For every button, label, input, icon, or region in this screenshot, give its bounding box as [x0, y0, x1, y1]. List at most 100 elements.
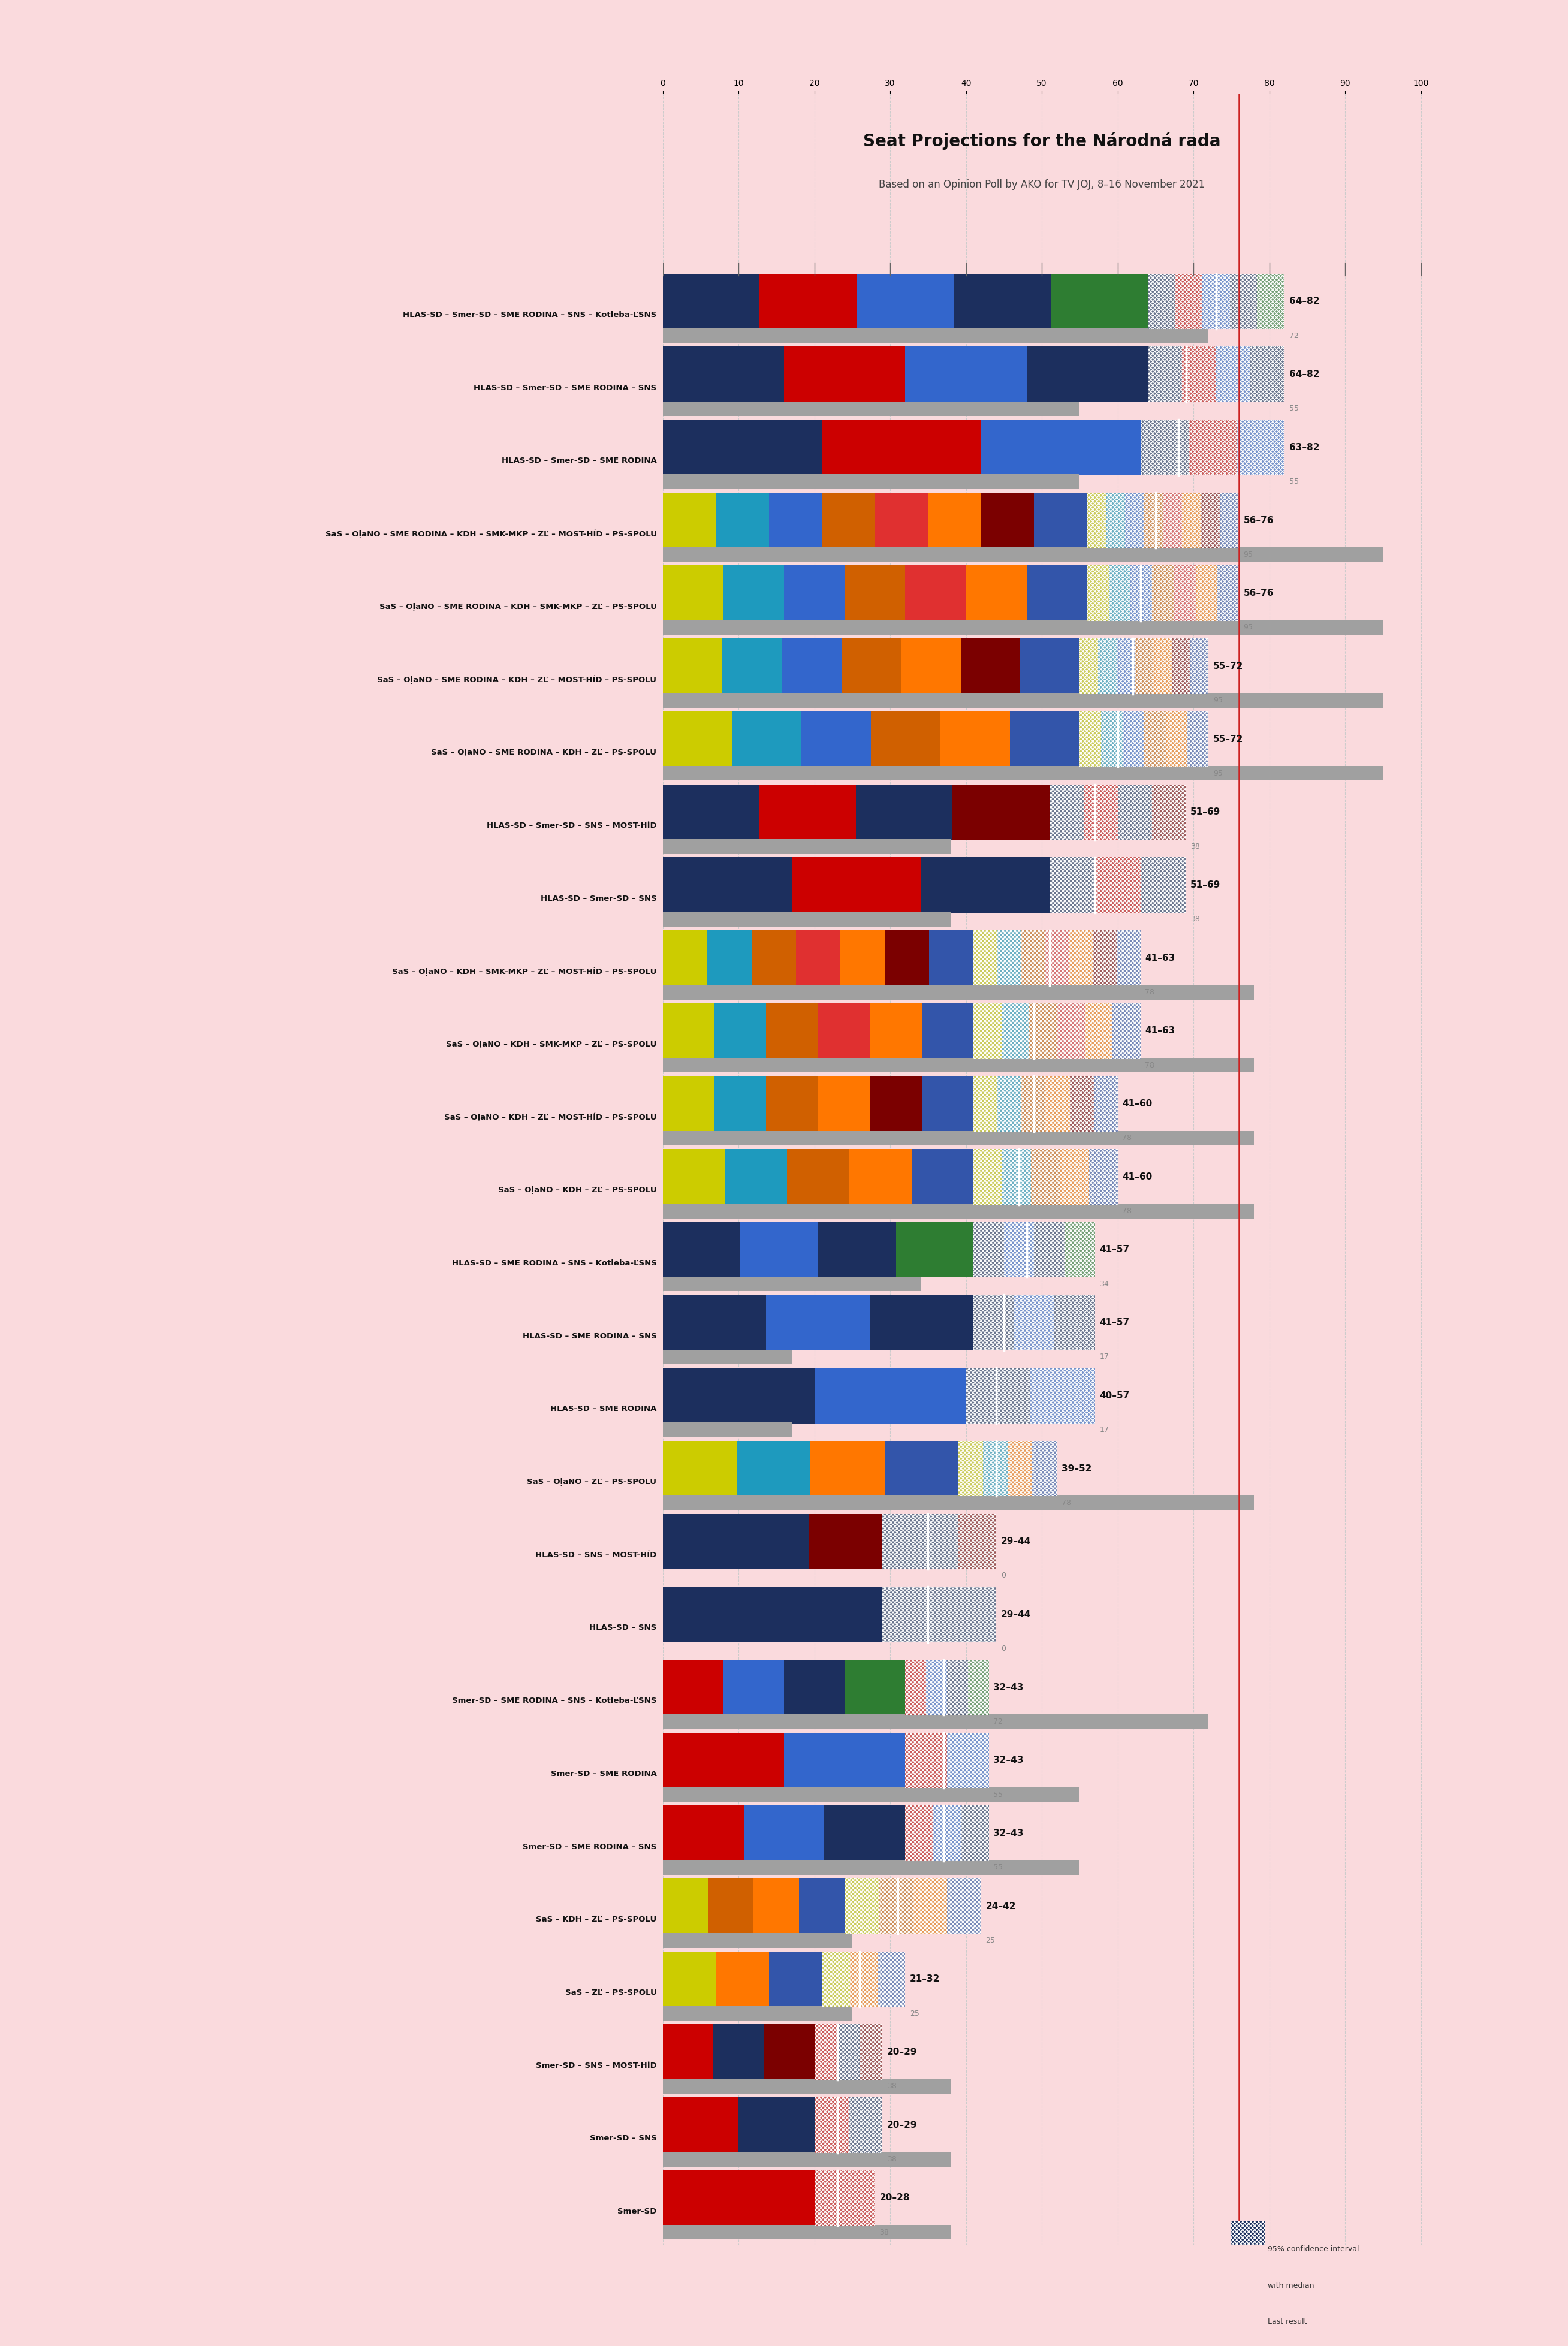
Bar — [663, 1806, 743, 1860]
Bar — [760, 274, 856, 328]
Bar — [1049, 784, 1185, 840]
Bar — [663, 474, 1080, 488]
Bar — [905, 1734, 989, 1788]
Bar — [922, 1004, 974, 1058]
Bar — [663, 274, 760, 328]
Bar — [663, 2224, 950, 2240]
Text: 51–69: 51–69 — [1190, 880, 1220, 889]
Text: HLAS-SD – SNS: HLAS-SD – SNS — [590, 1623, 657, 1633]
Bar — [848, 2097, 883, 2154]
Bar — [1098, 638, 1116, 694]
Bar — [1163, 493, 1182, 549]
Bar — [1148, 274, 1176, 328]
Bar — [663, 565, 1239, 622]
Bar — [840, 931, 884, 985]
Bar — [842, 638, 902, 694]
Bar — [1060, 1150, 1088, 1203]
Bar — [974, 1222, 1004, 1279]
Bar — [663, 1440, 1057, 1497]
Bar — [927, 1659, 947, 1715]
Text: 38: 38 — [887, 2156, 897, 2163]
Bar — [1088, 1150, 1118, 1203]
Bar — [801, 711, 872, 767]
Bar — [1087, 493, 1107, 549]
Bar — [878, 1952, 905, 2006]
Bar — [1035, 1222, 1065, 1279]
Bar — [739, 2097, 814, 2154]
Bar — [1196, 565, 1217, 622]
Text: Smer-SD – SME RODINA – SNS – Kotleba-ĽSNS: Smer-SD – SME RODINA – SNS – Kotleba-ĽSN… — [452, 1696, 657, 1706]
Bar — [715, 1077, 767, 1131]
Text: 95: 95 — [1243, 551, 1253, 558]
Bar — [905, 1806, 989, 1860]
Bar — [663, 274, 1284, 328]
Bar — [966, 1368, 1094, 1424]
Bar — [663, 1586, 773, 1642]
Text: HLAS-SD – SNS – MOST-HÍD: HLAS-SD – SNS – MOST-HÍD — [535, 1551, 657, 1558]
Text: SaS – KDH – ZĽ – PS-SPOLU: SaS – KDH – ZĽ – PS-SPOLU — [536, 1917, 657, 1924]
Bar — [1054, 1295, 1094, 1351]
Bar — [663, 347, 784, 401]
Bar — [784, 347, 905, 401]
Bar — [1229, 274, 1258, 328]
Bar — [958, 1440, 983, 1497]
Bar — [814, 2170, 875, 2226]
Bar — [1237, 420, 1284, 476]
Bar — [732, 711, 801, 767]
Bar — [1258, 274, 1284, 328]
Bar — [663, 1150, 724, 1203]
Bar — [723, 638, 782, 694]
Bar — [663, 1513, 735, 1569]
Bar — [953, 784, 1049, 840]
Bar — [920, 1513, 958, 1569]
Bar — [1069, 931, 1093, 985]
Bar — [913, 1879, 947, 1933]
Bar — [663, 1734, 989, 1788]
Bar — [1201, 493, 1220, 549]
Bar — [663, 856, 792, 913]
Bar — [663, 1368, 814, 1424]
Bar — [1231, 2222, 1265, 2276]
Bar — [1220, 493, 1239, 549]
Bar — [870, 1295, 974, 1351]
Bar — [1069, 1077, 1093, 1131]
Text: SaS – OļaNO – ZĽ – PS-SPOLU: SaS – OļaNO – ZĽ – PS-SPOLU — [527, 1478, 657, 1485]
Text: 55: 55 — [993, 1863, 1004, 1872]
Bar — [920, 856, 1049, 913]
Bar — [974, 1004, 1002, 1058]
Bar — [1057, 1004, 1085, 1058]
Text: 38: 38 — [887, 2083, 897, 2090]
Bar — [1032, 1150, 1060, 1203]
Text: HLAS-SD – SME RODINA – SNS: HLAS-SD – SME RODINA – SNS — [522, 1333, 657, 1340]
Bar — [754, 1879, 800, 1933]
Bar — [663, 1933, 853, 1947]
Bar — [1187, 711, 1209, 767]
Bar — [1113, 1004, 1140, 1058]
Bar — [850, 1150, 911, 1203]
Bar — [872, 711, 941, 767]
Bar — [663, 1131, 1254, 1145]
Bar — [1171, 638, 1190, 694]
Text: SaS – OļaNO – KDH – SMK-MKP – ZĽ – MOST-HÍD – PS-SPOLU: SaS – OļaNO – KDH – SMK-MKP – ZĽ – MOST-… — [392, 967, 657, 976]
Text: 78: 78 — [1123, 1133, 1132, 1143]
Bar — [768, 493, 822, 549]
Bar — [814, 2170, 875, 2226]
Bar — [845, 565, 905, 622]
Bar — [961, 638, 1021, 694]
Bar — [663, 1295, 767, 1351]
Bar — [1109, 565, 1131, 622]
Bar — [663, 565, 723, 622]
Bar — [1094, 856, 1140, 913]
Bar — [870, 1077, 922, 1131]
Bar — [939, 1586, 996, 1642]
Text: 72: 72 — [993, 1717, 1004, 1727]
Bar — [982, 493, 1035, 549]
Bar — [814, 1368, 966, 1424]
Bar — [870, 1004, 922, 1058]
Bar — [1087, 493, 1239, 549]
Bar — [663, 931, 1140, 985]
Bar — [905, 1659, 927, 1715]
Text: 72: 72 — [1289, 331, 1298, 340]
Bar — [997, 931, 1021, 985]
Bar — [814, 2025, 883, 2081]
